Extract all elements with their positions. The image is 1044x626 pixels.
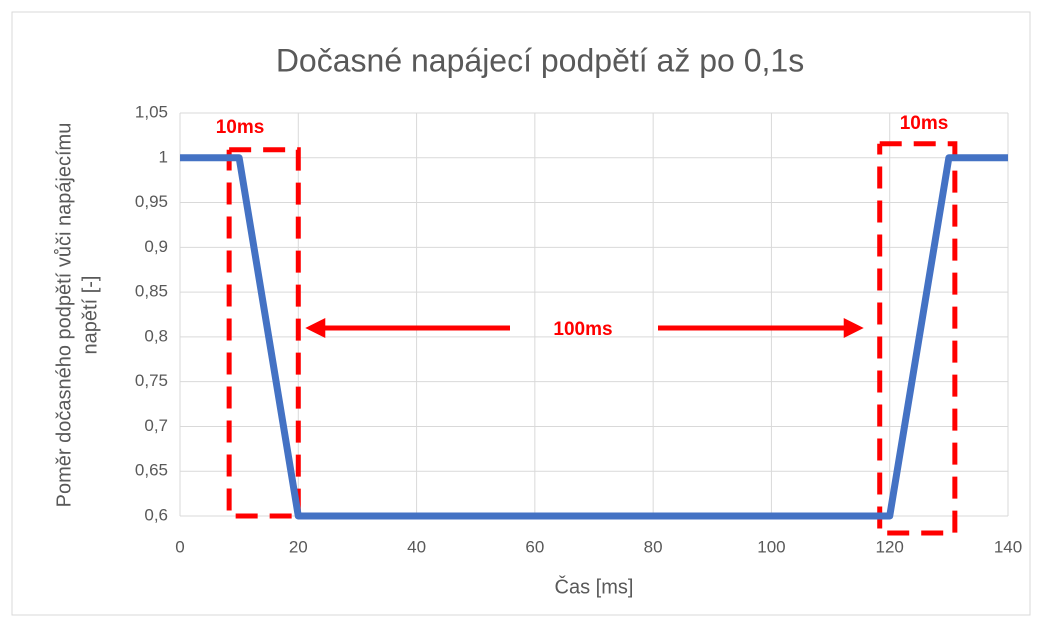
x-tick-label: 100 bbox=[757, 537, 785, 556]
y-tick-label: 0,8 bbox=[144, 326, 168, 345]
y-tick-label: 0,9 bbox=[144, 237, 168, 256]
annotation: 10ms bbox=[900, 113, 949, 134]
y-tick-label: 1,05 bbox=[135, 102, 168, 121]
y-tick-label: 0,85 bbox=[135, 282, 168, 301]
y-tick-label: 0,7 bbox=[144, 416, 168, 435]
data-line bbox=[180, 154, 1008, 520]
y-axis-label-line: napětí [-] bbox=[79, 276, 101, 355]
x-tick-label: 80 bbox=[644, 537, 663, 556]
x-tick-label: 0 bbox=[175, 537, 184, 556]
annotation-box bbox=[226, 147, 301, 519]
x-tick-label: 20 bbox=[289, 537, 308, 556]
y-tick-label: 0,75 bbox=[135, 371, 168, 390]
annotation: 10ms bbox=[216, 117, 265, 138]
x-tick-label: 120 bbox=[876, 537, 904, 556]
y-axis-label: Poměr dočasného podpětí vůči napájecímu … bbox=[53, 123, 101, 508]
y-axis-label-line: Poměr dočasného podpětí vůči napájecímu bbox=[53, 123, 75, 508]
x-axis-label: Čas [ms] bbox=[555, 575, 634, 598]
annotation: 100ms bbox=[553, 319, 612, 340]
x-tick-label: 40 bbox=[407, 537, 426, 556]
y-tick-label: 0,6 bbox=[144, 505, 168, 524]
y-tick-label: 0,95 bbox=[135, 192, 168, 211]
x-tick-label: 140 bbox=[994, 537, 1022, 556]
y-tick-label: 0,65 bbox=[135, 461, 168, 480]
x-tick-label: 60 bbox=[525, 537, 544, 556]
y-tick-label: 1 bbox=[159, 147, 168, 166]
annotation-box bbox=[877, 141, 958, 536]
arrow-head bbox=[305, 318, 326, 338]
arrow-head bbox=[843, 318, 864, 338]
chart-title: Dočasné napájecí podpětí až po 0,1s bbox=[276, 42, 804, 78]
